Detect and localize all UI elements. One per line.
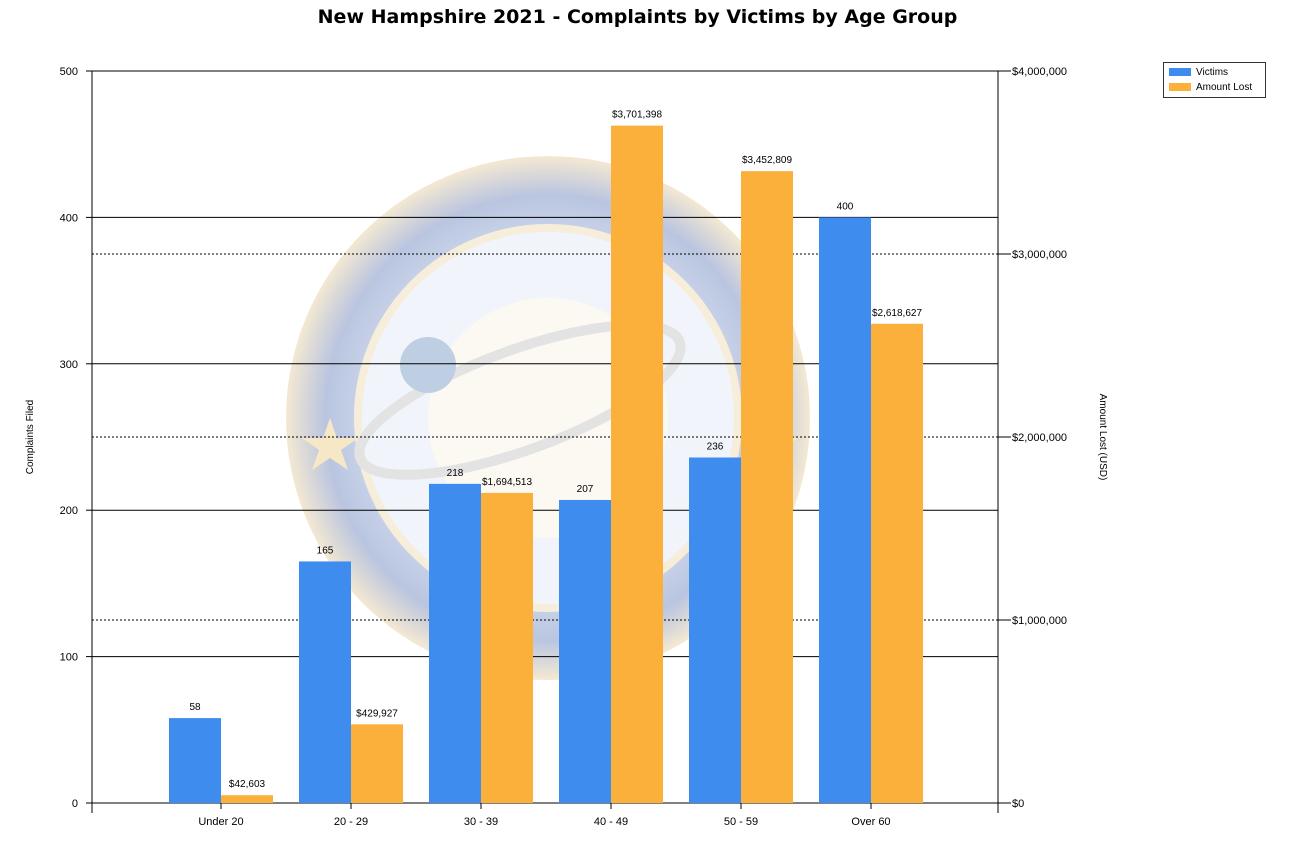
right-tick-label: $1,000,000 [1012, 615, 1067, 627]
bar-amount-lost [221, 795, 273, 803]
data-label-victims: 165 [317, 545, 334, 556]
bar-victims [689, 457, 741, 803]
left-tick-label: 300 [60, 359, 78, 371]
left-tick-label: 400 [60, 212, 78, 224]
chart-legend: Victims Amount Lost [1163, 62, 1266, 98]
data-label-victims: 58 [189, 702, 201, 713]
data-label-victims: 207 [577, 484, 594, 495]
data-label-amount-lost: $429,927 [356, 708, 398, 719]
bar-amount-lost [351, 724, 403, 803]
bar-victims [559, 499, 611, 803]
x-tick-label: Under 20 [198, 816, 243, 828]
data-label-amount-lost: $3,701,398 [612, 110, 662, 121]
bar-amount-lost [871, 323, 923, 803]
right-tick-label: $3,000,000 [1012, 249, 1067, 261]
x-tick-label: 20 - 29 [334, 816, 368, 828]
legend-swatch-amount-lost [1169, 83, 1191, 91]
bar-amount-lost [741, 171, 793, 803]
right-tick-label: $2,000,000 [1012, 432, 1067, 444]
legend-label-amount-lost: Amount Lost [1196, 81, 1253, 93]
bar-amount-lost [611, 125, 663, 803]
legend-item-victims: Victims [1169, 66, 1265, 78]
x-tick-label: 30 - 39 [464, 816, 498, 828]
left-tick-label: 0 [72, 798, 78, 810]
left-tick-label: 100 [60, 652, 78, 664]
y-axis-label: Complaints Filed [25, 400, 36, 474]
legend-label-victims: Victims [1196, 66, 1229, 78]
right-tick-label: $4,000,000 [1012, 66, 1067, 78]
data-label-amount-lost: $2,618,627 [872, 308, 922, 319]
chart-title: New Hampshire 2021 - Complaints by Victi… [317, 6, 958, 28]
bar-victims [169, 718, 221, 803]
y2-axis-label: Amount Lost (USD) [1097, 394, 1108, 481]
x-tick-label: 40 - 49 [594, 816, 628, 828]
left-tick-label: 200 [60, 505, 78, 517]
legend-item-amount-lost: Amount Lost [1169, 81, 1265, 93]
data-label-victims: 400 [837, 201, 854, 212]
data-label-amount-lost: $1,694,513 [482, 477, 532, 488]
bar-victims [299, 561, 351, 803]
x-tick-label: Over 60 [851, 816, 890, 828]
data-label-victims: 236 [707, 441, 724, 452]
x-tick-label: 50 - 59 [724, 816, 758, 828]
legend-swatch-victims [1169, 68, 1191, 76]
left-tick-label: 500 [60, 66, 78, 78]
data-label-victims: 218 [447, 468, 464, 479]
data-label-amount-lost: $42,603 [229, 779, 266, 790]
bar-victims [819, 217, 871, 803]
bar-victims [429, 483, 481, 803]
right-tick-label: $0 [1012, 798, 1024, 810]
data-label-amount-lost: $3,452,809 [742, 155, 792, 166]
bar-amount-lost [481, 492, 533, 803]
